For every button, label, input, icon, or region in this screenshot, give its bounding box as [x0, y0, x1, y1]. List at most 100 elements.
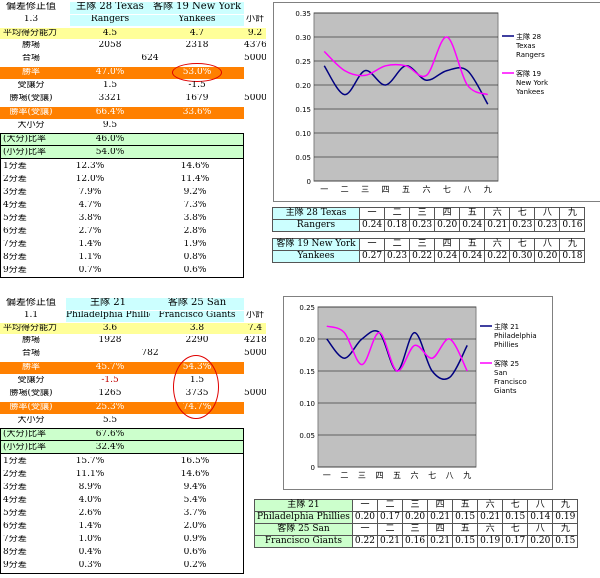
inning-header: 四: [427, 499, 454, 512]
diff-home: 0.3%: [78, 561, 102, 570]
highlight-ellipse: [173, 355, 219, 419]
ability-row-bg: [0, 28, 266, 39]
inning-header: 八: [534, 238, 561, 251]
inning-value: 0.15: [552, 535, 579, 548]
inning-header: 六: [477, 499, 504, 512]
inning-value: 0.15: [502, 511, 529, 524]
draws-value: 624: [141, 54, 159, 63]
y-tick-label: 0: [307, 178, 311, 186]
diff-away: 1.9%: [183, 240, 207, 249]
inning-header: 八: [527, 499, 554, 512]
winrate-home: 47.0%: [95, 68, 125, 77]
diff-label: 3分差: [3, 188, 27, 197]
inning-value: 0.22: [484, 250, 511, 263]
diff-label: 3分差: [3, 483, 27, 492]
hc-wins-home: 1265: [98, 389, 122, 398]
inning-header: 七: [509, 207, 536, 220]
diff-label: 7分差: [3, 535, 27, 544]
away-team-name: Francisco Giants: [150, 311, 244, 322]
x-tick-label: 五: [393, 471, 401, 480]
y-tick-label: 0.30: [295, 34, 311, 42]
inning-value: 0.20: [434, 219, 461, 232]
deviation-label: 偏差修正值: [6, 298, 56, 308]
diff-away: 9.2%: [183, 188, 207, 197]
y-tick-label: 0.20: [295, 82, 311, 90]
home-team-name: Rangers: [70, 15, 150, 26]
hc-rate-home: 25.3%: [95, 403, 125, 412]
legend-label: 客隊 25: [494, 359, 519, 368]
inning-header: 二: [384, 207, 411, 220]
under-row-bg: [0, 441, 244, 454]
inning-header: 四: [427, 523, 454, 536]
ability-home: 3.6: [102, 324, 118, 333]
hc-wins-total: 5000: [244, 389, 266, 398]
diff-away: 0.8%: [183, 253, 207, 262]
inning-value: 0.15: [452, 535, 479, 548]
away-team-label: 客隊 19 New York: [150, 2, 244, 14]
table-row: 1分差 15.7% 16.5%: [0, 456, 244, 469]
diff-home: 1.4%: [78, 240, 102, 249]
x-tick-label: 七: [443, 185, 451, 194]
table-row: 5分差 2.6% 3.7%: [0, 508, 244, 521]
wins-home: 1928: [98, 336, 122, 345]
y-tick-label: 0.25: [295, 58, 311, 66]
wins-home: 2058: [98, 41, 122, 50]
highlight-ellipse: [172, 63, 222, 82]
handicap-away: -1.5: [188, 81, 206, 90]
ou-value: 9.5: [102, 121, 118, 130]
game1-line-chart: 0 0.05 0.10 0.15 0.20 0.25 0.30 0.35 一 二 三 四 五 六 七 八 九 主隊…: [295, 10, 549, 194]
inning-value: 0.18: [384, 219, 411, 232]
inning-value: 0.19: [477, 535, 504, 548]
table-row: Yankees 0.27 0.23 0.22 0.24 0.24 0.22 0.…: [272, 250, 586, 263]
winrate-label: 勝率: [21, 68, 40, 77]
inning-header: 七: [502, 523, 529, 536]
innings-away-name: Francisco Giants: [254, 535, 353, 548]
legend-label: 主隊 28: [516, 32, 541, 41]
table-row: 客隊 19 New York 一 二 三 四 五 六 七 八 九: [272, 238, 586, 251]
series-line: [326, 325, 468, 372]
inning-value: 0.24: [358, 219, 386, 232]
innings-home-label: 主隊 21: [254, 499, 353, 512]
total-label: 小計: [245, 311, 264, 320]
wins-away: 2290: [185, 336, 209, 345]
inning-header: 九: [552, 523, 579, 536]
table-row: 主隊 28 Texas 一 二 三 四 五 六 七 八 九: [272, 207, 586, 220]
handicap-home: -1.5: [101, 376, 119, 385]
draws-label: 合場: [21, 54, 40, 63]
y-tick-label: 0.25: [299, 304, 315, 312]
inning-value: 0.20: [534, 250, 561, 263]
diff-label: 4分差: [3, 496, 27, 505]
y-tick-label: 0.10: [299, 400, 315, 408]
inning-header: 二: [376, 523, 404, 536]
game2-line-chart: 0 0.05 0.10 0.15 0.20 0.25 一二 三四 五 六七 八九 主隊 21Phila…: [299, 304, 536, 480]
home-team-label: 主隊 21: [66, 298, 150, 310]
diff-home: 0.4%: [78, 548, 102, 557]
inning-header: 三: [402, 523, 429, 536]
inning-value: 0.16: [559, 219, 586, 232]
under-label: (小分)比率: [3, 148, 47, 157]
table-row: 主隊 21 一 二 三 四 五 六 七 八 九: [254, 499, 579, 512]
diff-label: 5分差: [3, 214, 27, 223]
x-tick-label: 九: [484, 185, 492, 194]
diff-home: 1.0%: [78, 535, 102, 544]
x-tick-label: 九: [463, 471, 471, 480]
diff-label: 8分差: [3, 253, 27, 262]
away-team-label: 客隊 25 San: [150, 298, 244, 310]
hc-wins-total: 5000: [244, 94, 266, 103]
table-row: Francisco Giants 0.22 0.21 0.16 0.21 0.1…: [254, 535, 579, 548]
inning-header: 六: [484, 207, 511, 220]
inning-value: 0.20: [527, 535, 554, 548]
diff-label: 2分差: [3, 470, 27, 479]
diff-label: 8分差: [3, 548, 27, 557]
hc-rate-label: 勝率(受讓): [9, 403, 53, 412]
wins-total: 4218: [244, 336, 266, 345]
table-row: 7分差 1.0% 0.9%: [0, 534, 244, 547]
inning-value: 0.18: [559, 250, 586, 263]
game2-stat-sheet: 偏差修正值 1.1 主隊 21 Philadelphia Phillies 客隊…: [0, 297, 266, 578]
inning-value: 0.15: [452, 511, 479, 524]
diff-table-frame: [0, 159, 244, 278]
inning-value: 0.23: [409, 219, 436, 232]
inning-header: 一: [351, 499, 378, 512]
x-tick-label: 四: [382, 185, 390, 194]
x-tick-label: 七: [428, 471, 436, 480]
